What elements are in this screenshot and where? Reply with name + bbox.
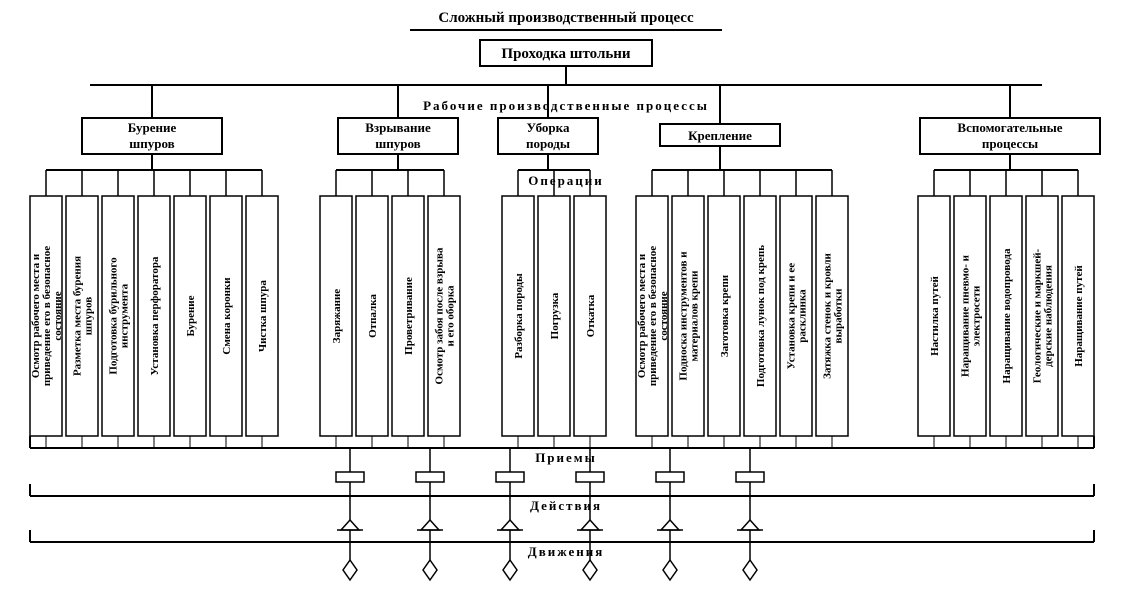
svg-text:Настилка путей: Настилка путей bbox=[929, 275, 941, 355]
svg-text:расклинка: расклинка bbox=[797, 289, 809, 343]
svg-text:породы: породы bbox=[526, 136, 570, 151]
svg-text:состояние: состояние bbox=[52, 291, 64, 340]
svg-text:Рабочие производственные проце: Рабочие производственные процессы bbox=[423, 98, 709, 113]
svg-text:Операции: Операции bbox=[528, 173, 604, 188]
svg-text:дерские наблюдения: дерские наблюдения bbox=[1043, 265, 1055, 367]
svg-text:шпуров: шпуров bbox=[375, 136, 420, 151]
svg-text:состояние: состояние bbox=[658, 291, 670, 340]
svg-text:Смена коронки: Смена коронки bbox=[221, 277, 233, 355]
svg-text:Чистка шпура: Чистка шпура bbox=[257, 280, 269, 352]
svg-text:шпуров: шпуров bbox=[129, 136, 174, 151]
svg-text:Бурение: Бурение bbox=[185, 295, 197, 336]
svg-text:Действия: Действия bbox=[530, 498, 602, 513]
svg-text:электросети: электросети bbox=[971, 285, 983, 346]
svg-text:Уборка: Уборка bbox=[527, 120, 570, 135]
svg-text:материалов крепи: материалов крепи bbox=[689, 270, 701, 362]
svg-text:Откатка: Откатка bbox=[585, 294, 597, 337]
svg-text:процессы: процессы bbox=[982, 136, 1038, 151]
svg-text:Наращивание путей: Наращивание путей bbox=[1073, 265, 1085, 367]
svg-text:Приемы: Приемы bbox=[535, 450, 597, 465]
svg-text:Погрузка: Погрузка bbox=[549, 292, 561, 339]
svg-text:Взрывание: Взрывание bbox=[365, 120, 431, 135]
process-diagram: Сложный производственный процесс Проходка… bbox=[0, 0, 1132, 602]
svg-text:шпуров: шпуров bbox=[83, 297, 95, 335]
svg-text:Вспомогательные: Вспомогательные bbox=[957, 120, 1062, 135]
svg-text:Наращивание водопровода: Наращивание водопровода bbox=[1001, 248, 1013, 383]
svg-text:Сложный производственный проце: Сложный производственный процесс bbox=[438, 10, 694, 26]
svg-text:Проходка штольни: Проходка штольни bbox=[501, 46, 631, 62]
svg-text:Отпалка: Отпалка bbox=[367, 294, 379, 338]
svg-text:Заряжание: Заряжание bbox=[331, 289, 343, 344]
svg-text:Подготовка лунок под крепь: Подготовка лунок под крепь bbox=[755, 245, 767, 387]
svg-text:Заготовка крепи: Заготовка крепи bbox=[719, 274, 731, 357]
svg-text:Бурение: Бурение bbox=[128, 120, 177, 135]
svg-text:Движения: Движения bbox=[528, 544, 605, 559]
svg-text:выработки: выработки bbox=[833, 288, 845, 344]
svg-text:Установка перфоратора: Установка перфоратора bbox=[149, 256, 161, 375]
svg-text:и его оборка: и его оборка bbox=[445, 285, 457, 347]
svg-text:инструмента: инструмента bbox=[119, 283, 131, 348]
svg-text:Крепление: Крепление bbox=[688, 128, 752, 143]
svg-text:Разборка породы: Разборка породы bbox=[513, 273, 525, 359]
svg-text:Проветривание: Проветривание bbox=[403, 277, 415, 355]
